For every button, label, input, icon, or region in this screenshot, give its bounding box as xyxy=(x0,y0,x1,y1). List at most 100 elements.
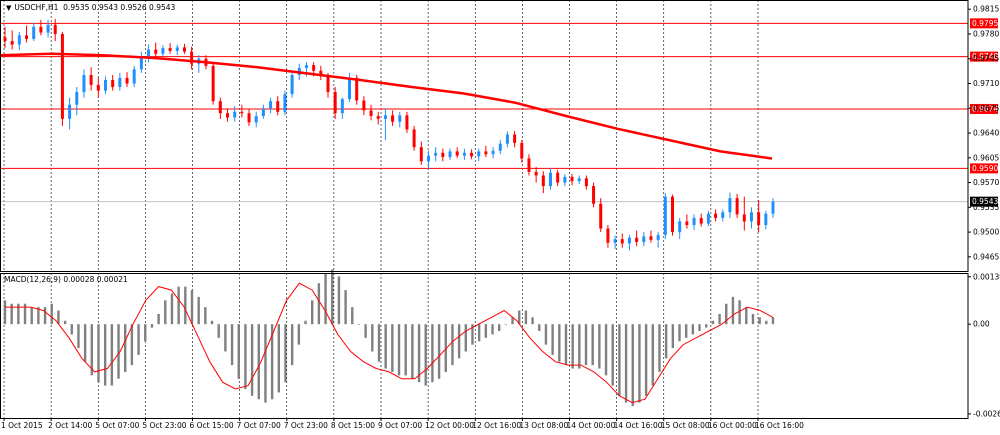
candle-body xyxy=(721,212,725,218)
macd-histogram-bar xyxy=(190,290,194,325)
candle-body xyxy=(398,115,402,122)
candle-body xyxy=(32,26,36,39)
candle-body xyxy=(312,65,316,71)
macd-tick-label: -0.00263 xyxy=(973,409,1000,418)
candle-body xyxy=(742,214,746,222)
candle-body xyxy=(82,75,86,92)
candle-body xyxy=(692,217,696,226)
time-tick-label: 12 Oct 00:00 xyxy=(425,421,474,430)
candle-body xyxy=(60,33,64,119)
macd-title: MACD(12,26,9) 0.00028 0.00021 xyxy=(4,275,128,284)
candle-body xyxy=(283,94,287,112)
price-tick-label: 0.9745 xyxy=(973,54,999,63)
macd-histogram-bar xyxy=(671,324,675,349)
candle-body xyxy=(498,143,502,151)
macd-histogram-bar xyxy=(758,317,761,325)
candle-body xyxy=(541,175,545,187)
candle-body xyxy=(254,116,258,123)
candle-body xyxy=(340,99,344,114)
macd-histogram-bar xyxy=(297,324,301,345)
candle-body xyxy=(355,77,359,101)
price-tick-label: 0.9710 xyxy=(973,79,999,88)
level-price-tag xyxy=(970,163,998,174)
candle-body xyxy=(168,48,172,51)
candle-body xyxy=(10,41,14,45)
macd-histogram-bar xyxy=(250,324,254,396)
level-price-tag-label: 0.9590 xyxy=(972,164,998,173)
bid-price-tag xyxy=(970,196,998,207)
candle-body xyxy=(362,100,366,111)
price-tick-label: 0.9780 xyxy=(973,29,999,38)
macd-histogram-bar xyxy=(103,324,107,386)
macd-histogram-bar xyxy=(638,324,641,403)
macd-histogram-bar xyxy=(477,324,481,342)
price-tick-label: 0.9640 xyxy=(973,129,999,138)
candle-body xyxy=(211,65,215,102)
candle-body xyxy=(771,201,775,214)
time-tick-label: 14 Oct 00:00 xyxy=(567,421,616,430)
candle-body xyxy=(678,221,682,233)
candle-body xyxy=(276,101,280,112)
macd-histogram-bar xyxy=(284,324,287,383)
macd-histogram-bar xyxy=(230,324,234,366)
macd-histogram-bar xyxy=(124,324,127,372)
candle-body xyxy=(369,110,373,117)
macd-histogram-bar xyxy=(3,300,7,325)
macd-histogram-bar xyxy=(224,324,227,352)
macd-histogram-bar xyxy=(745,307,748,325)
candle-body xyxy=(39,26,43,33)
macd-histogram-bar xyxy=(50,303,53,325)
macd-histogram-bar xyxy=(678,324,681,342)
level-price-tag-label: 0.9674 xyxy=(972,104,998,113)
macd-histogram-bar xyxy=(571,324,574,369)
time-tick-label: 5 Oct 23:00 xyxy=(142,421,186,430)
candle-body xyxy=(556,172,560,183)
time-tick-label: 9 Oct 07:00 xyxy=(378,421,422,430)
candle-body xyxy=(383,115,387,119)
candle-body xyxy=(426,155,430,162)
symbol-title: ▼ USDCHF,H1 0.9535 0.9543 0.9526 0.9543 xyxy=(6,3,175,12)
candle-body xyxy=(125,77,129,84)
price-tick-label: 0.9815 xyxy=(973,5,999,14)
candle-body xyxy=(520,142,524,159)
macd-histogram-bar xyxy=(497,324,501,331)
candle-body xyxy=(89,75,93,85)
macd-histogram-bar xyxy=(197,296,200,325)
time-tick-label: 12 Oct 16:00 xyxy=(472,421,521,430)
macd-histogram-bar xyxy=(377,324,381,362)
candle-body xyxy=(182,47,186,52)
candle-body xyxy=(757,212,761,226)
macd-histogram-bar xyxy=(404,324,407,376)
candle-body xyxy=(656,234,660,240)
macd-axis: 0.00139 0.00 -0.00263 xyxy=(968,272,1000,418)
time-tick-label: 8 Oct 15:00 xyxy=(331,421,375,430)
macd-histogram-bar xyxy=(130,324,134,366)
macd-histogram-bar xyxy=(457,324,461,359)
macd-histogram-bar xyxy=(564,324,568,366)
macd-histogram-bar xyxy=(471,324,474,345)
macd-histogram-bar xyxy=(70,324,73,335)
macd-histogram-bar xyxy=(731,296,735,325)
macd-histogram-bar xyxy=(351,307,354,325)
candle-body xyxy=(326,76,330,92)
candle-body xyxy=(319,70,323,77)
macd-histogram-bar xyxy=(491,324,494,335)
price-tick-label: 0.9465 xyxy=(973,252,999,261)
macd-histogram-bar xyxy=(544,324,548,345)
macd-histogram-bar xyxy=(117,324,120,379)
macd-histogram-bar xyxy=(604,324,608,376)
hline-layer: 0.9795 0.9748 0.9674 0.9590 0.9543 xyxy=(0,18,998,207)
macd-histogram-bar xyxy=(658,324,661,372)
candle-body xyxy=(46,24,50,33)
candle-body xyxy=(470,152,474,157)
macd-histogram-bar xyxy=(184,286,187,325)
candle-body xyxy=(25,35,29,39)
candle-body xyxy=(261,108,265,117)
macd-histogram-bar xyxy=(437,324,441,379)
macd-histogram-bar xyxy=(331,269,334,325)
macd-histogram-bar xyxy=(57,310,60,325)
macd-histogram-bar xyxy=(424,324,427,386)
macd-histogram-bar xyxy=(177,286,180,325)
